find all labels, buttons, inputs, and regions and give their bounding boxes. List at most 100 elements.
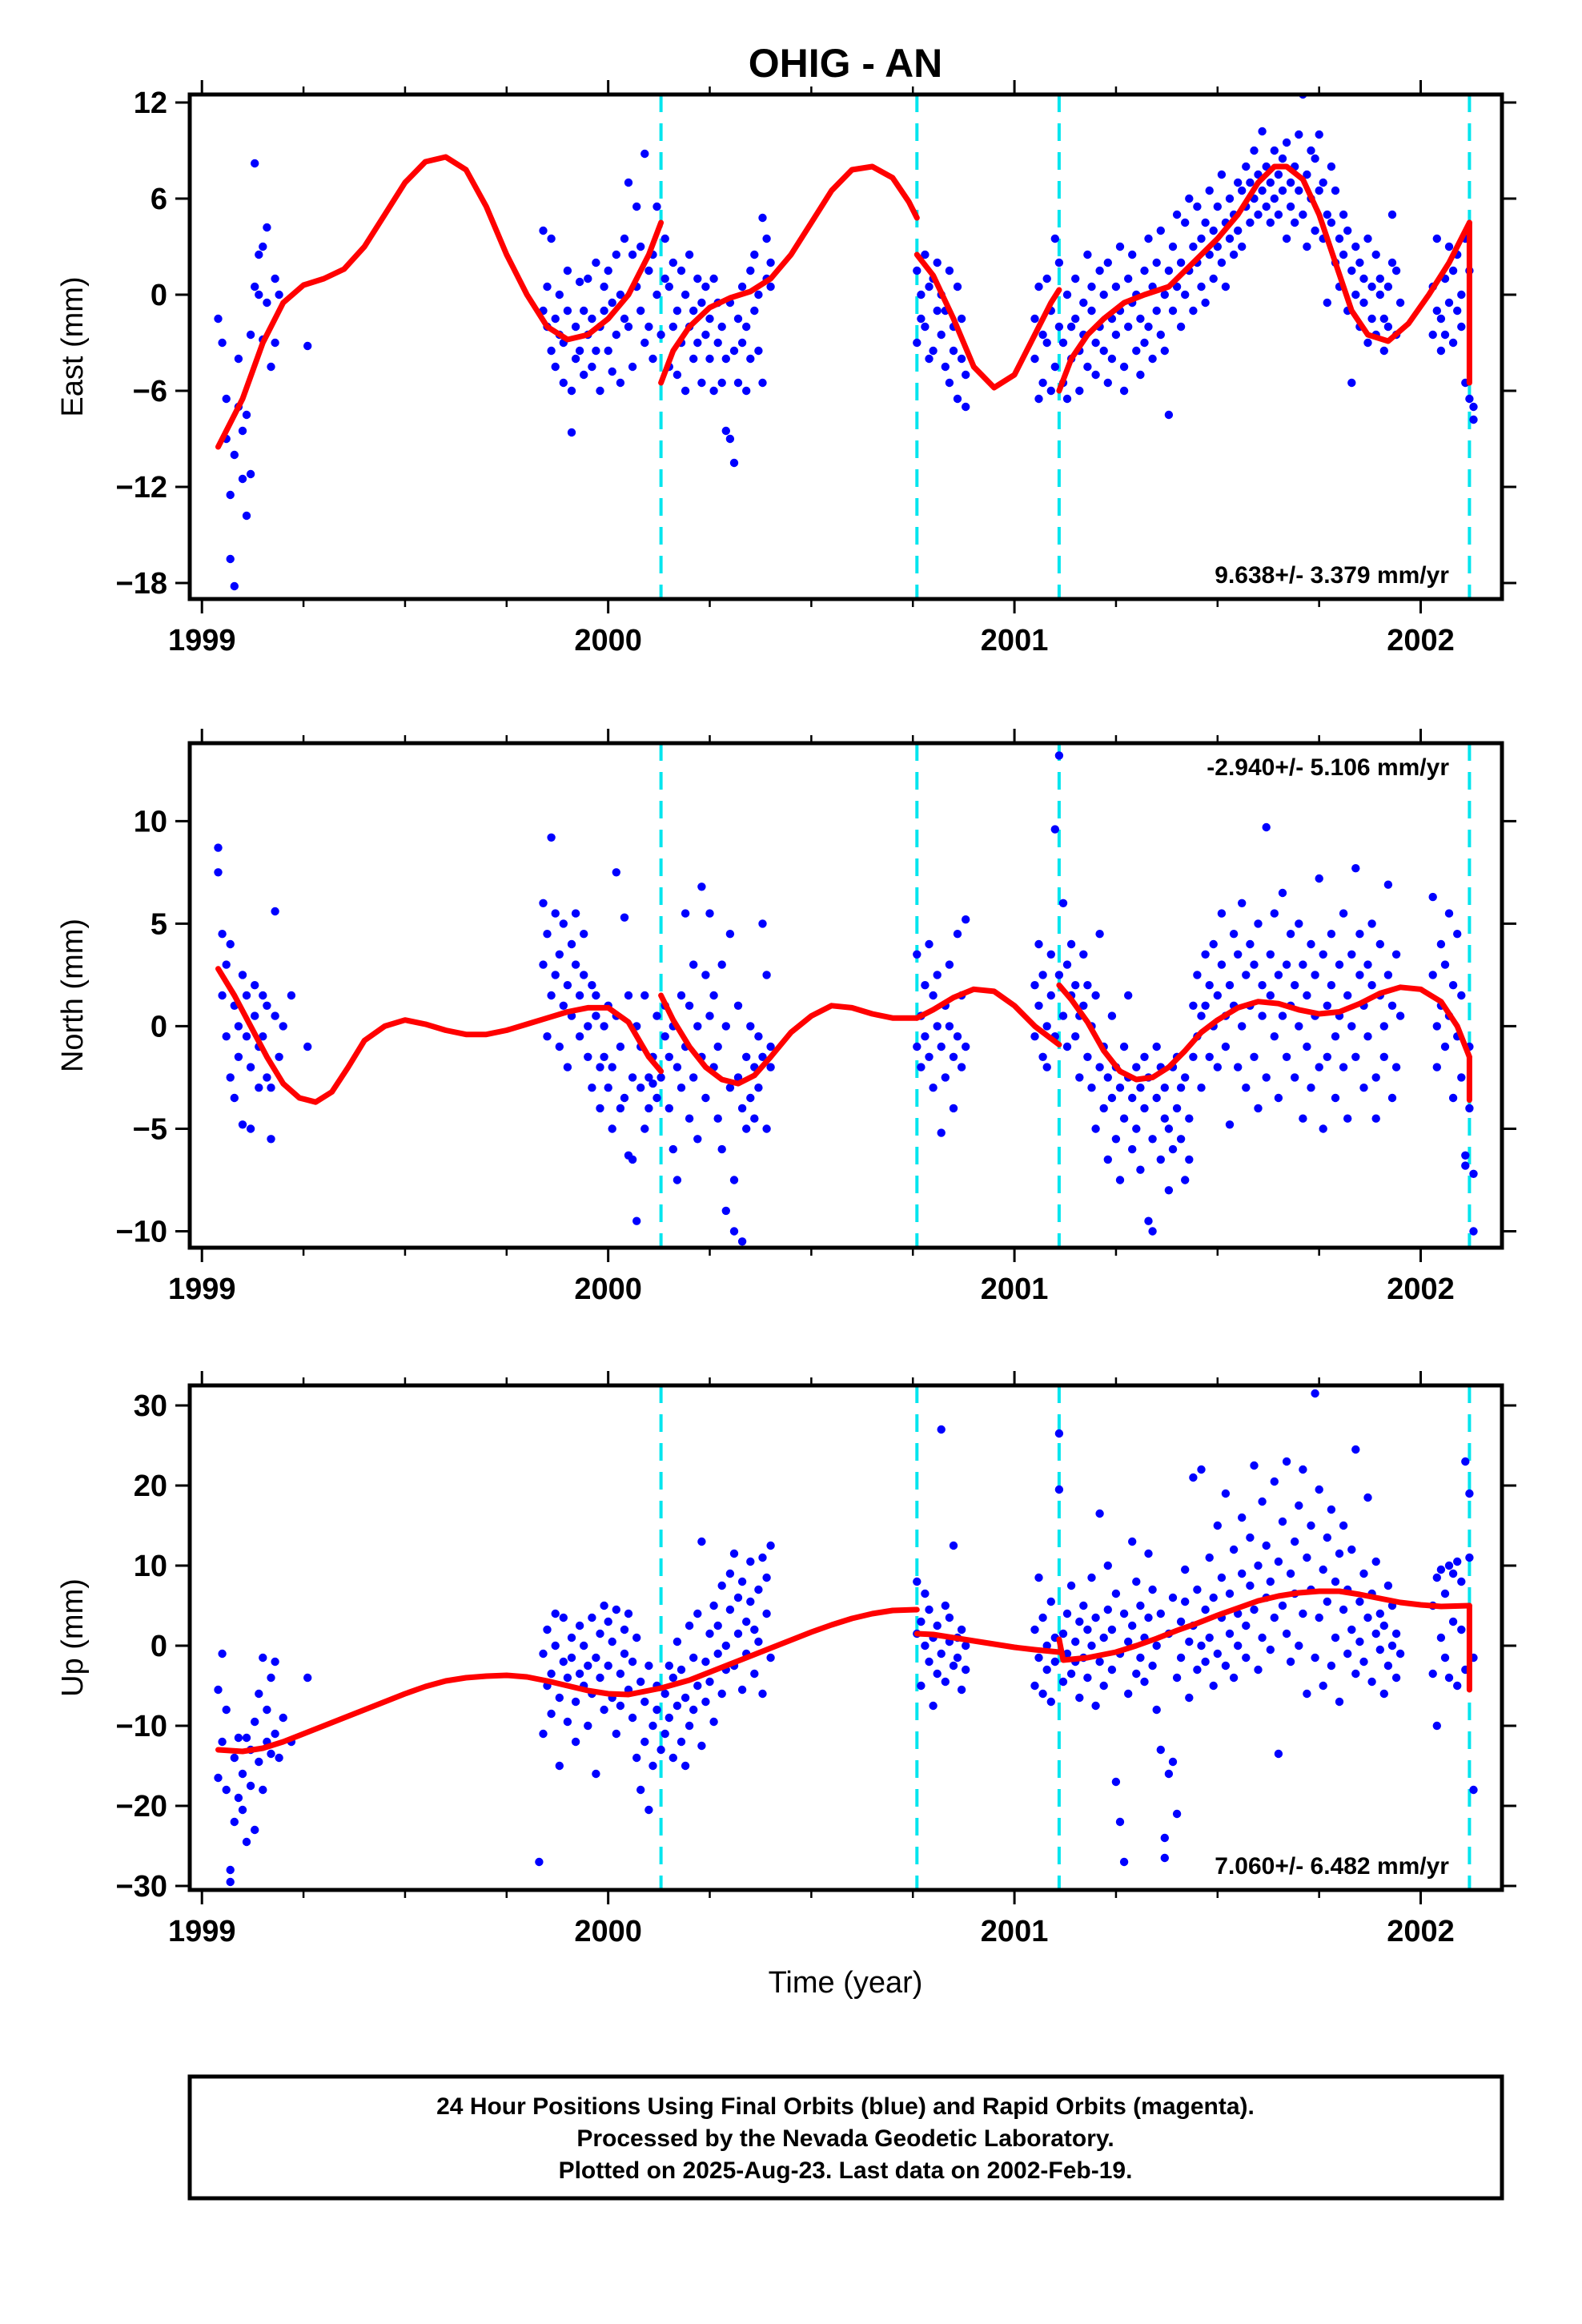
data-point <box>608 1124 616 1133</box>
fit-line <box>913 1630 1062 1655</box>
data-point <box>677 1665 686 1675</box>
x-tick-label: 2000 <box>574 1273 642 1306</box>
data-point <box>1359 298 1368 308</box>
data-point <box>1213 1521 1223 1530</box>
fit-line <box>658 163 920 386</box>
fit-line <box>215 154 665 450</box>
data-point <box>705 354 714 364</box>
data-point <box>1181 290 1190 300</box>
data-point <box>1079 1601 1088 1610</box>
data-point <box>230 1753 239 1763</box>
data-point <box>1095 1509 1104 1518</box>
data-point <box>1172 1104 1182 1113</box>
data-point <box>1148 354 1157 364</box>
data-point <box>1197 1084 1206 1092</box>
data-point <box>1128 1537 1137 1546</box>
data-point <box>693 1681 702 1691</box>
data-point <box>588 1613 596 1622</box>
data-point <box>737 282 747 292</box>
data-point <box>1331 1577 1340 1586</box>
data-point <box>1238 242 1247 251</box>
data-point <box>592 1769 600 1779</box>
data-point <box>746 1093 755 1103</box>
data-points <box>214 751 1478 1246</box>
data-point <box>1176 1617 1186 1626</box>
data-point <box>669 1673 677 1683</box>
data-point <box>1246 1581 1255 1590</box>
fit-line <box>658 992 920 1087</box>
data-point <box>673 370 682 380</box>
data-point <box>945 960 954 969</box>
data-point <box>1266 991 1275 1000</box>
data-point <box>1115 1084 1125 1092</box>
data-point <box>762 1609 771 1618</box>
data-point <box>941 1073 950 1082</box>
data-point <box>1274 971 1283 979</box>
data-point <box>737 1104 747 1113</box>
data-point <box>259 991 267 1000</box>
data-point <box>1311 1389 1319 1398</box>
data-point <box>628 1657 637 1667</box>
data-point <box>226 1877 235 1887</box>
data-point <box>234 1052 243 1062</box>
data-point <box>754 1637 763 1647</box>
data-point <box>1124 991 1133 1000</box>
data-point <box>1254 1104 1263 1113</box>
data-point <box>697 1537 706 1546</box>
data-point <box>766 1541 775 1550</box>
data-point <box>1457 1577 1466 1586</box>
data-point <box>656 1745 665 1755</box>
data-point <box>913 1042 921 1051</box>
data-point <box>636 1084 645 1092</box>
data-point <box>636 306 645 316</box>
data-point <box>1323 1052 1332 1062</box>
data-point <box>925 939 934 949</box>
data-point <box>1331 1633 1340 1642</box>
fit-line-group <box>215 966 1472 1105</box>
data-point <box>917 290 926 300</box>
data-point <box>1303 1689 1311 1699</box>
data-point <box>673 1176 682 1184</box>
data-point <box>1315 1613 1323 1622</box>
data-point <box>1144 234 1153 243</box>
fit-line <box>215 1672 665 1755</box>
data-point <box>592 1011 600 1020</box>
data-point <box>1323 1597 1332 1606</box>
data-point <box>1087 1641 1096 1651</box>
data-point <box>1295 1641 1303 1651</box>
data-point <box>1213 1063 1223 1072</box>
data-point <box>1136 370 1145 380</box>
data-point <box>271 1657 279 1667</box>
data-point <box>1469 415 1478 424</box>
data-point <box>1185 1693 1194 1703</box>
data-point <box>251 1011 259 1020</box>
data-point <box>1246 1533 1255 1542</box>
data-point <box>1172 1673 1182 1683</box>
data-point <box>1371 1557 1380 1566</box>
data-point <box>1367 1677 1376 1687</box>
data-point <box>750 306 759 316</box>
data-point <box>575 991 584 1000</box>
data-point <box>1160 346 1170 356</box>
data-point <box>571 960 580 969</box>
data-point <box>251 981 259 990</box>
data-point <box>1286 202 1295 211</box>
data-point <box>547 234 556 243</box>
data-point <box>1213 991 1223 1000</box>
data-point <box>624 991 633 1000</box>
data-point <box>721 1641 730 1651</box>
data-point <box>1351 1445 1360 1454</box>
data-point <box>600 1052 608 1062</box>
data-point <box>271 274 279 283</box>
data-point <box>721 426 730 436</box>
data-point <box>616 378 625 388</box>
data-point <box>600 1022 608 1031</box>
data-point <box>1355 1597 1364 1606</box>
data-point <box>1054 751 1064 760</box>
data-point <box>588 981 596 990</box>
data-point <box>762 1124 771 1133</box>
y-tick-label: 10 <box>134 1550 167 1583</box>
data-point <box>1343 991 1352 1000</box>
data-point <box>1246 939 1255 949</box>
data-point <box>555 950 564 959</box>
